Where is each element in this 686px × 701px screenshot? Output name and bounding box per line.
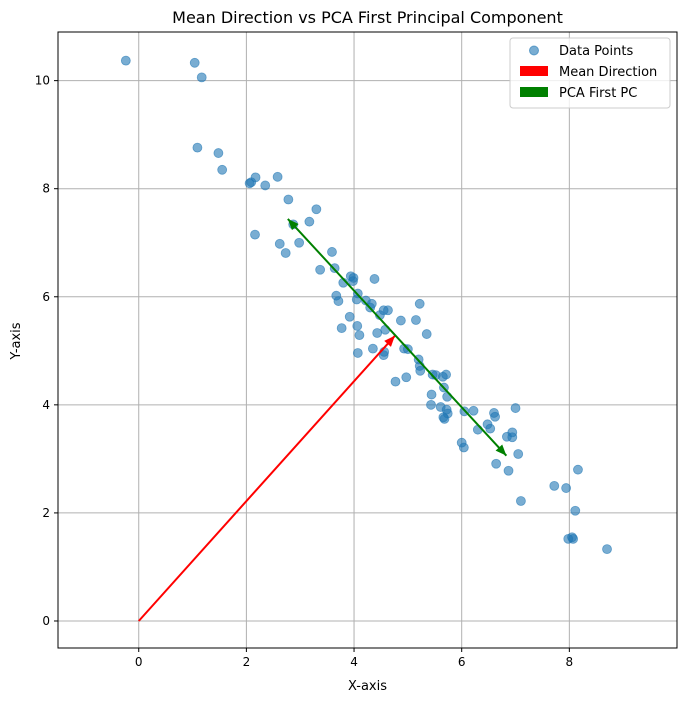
data-point [217, 164, 228, 175]
y-tick-label: 8 [42, 182, 50, 196]
data-point [378, 350, 389, 361]
legend-label-pca: PCA First PC [559, 86, 637, 101]
data-point [458, 442, 469, 453]
data-point [439, 413, 450, 424]
data-point [327, 247, 337, 257]
data-point [280, 248, 291, 258]
data-point [311, 204, 322, 215]
pca-first-pc-arrow [287, 218, 508, 457]
data-point [602, 544, 612, 555]
y-tick-label: 6 [42, 290, 50, 304]
data-point [336, 323, 347, 334]
data-point [490, 411, 500, 422]
data-point [395, 315, 406, 326]
data-point [426, 389, 437, 400]
data-point [390, 376, 401, 387]
data-point [573, 464, 583, 475]
data-point [120, 55, 131, 66]
data-point [472, 424, 483, 435]
data-point [570, 505, 581, 516]
legend-label-mean-direction: Mean Direction [559, 65, 657, 80]
data-point [189, 57, 200, 68]
data-point [352, 321, 363, 331]
y-tick-label: 0 [42, 614, 50, 628]
x-tick-label: 6 [458, 655, 466, 669]
data-point [283, 194, 294, 205]
legend-box [509, 37, 671, 109]
data-point [485, 423, 496, 434]
legend-swatch-pca [520, 87, 548, 97]
legend: Data Points Mean Direction PCA First PC [509, 37, 671, 109]
data-point [441, 369, 451, 380]
data-point [315, 264, 326, 275]
data-point [192, 142, 203, 153]
data-point [213, 148, 224, 158]
data-point [369, 274, 380, 284]
data-point [549, 480, 560, 491]
data-point [516, 496, 526, 506]
axis-ticks: 0 2 4 6 8 0 2 4 6 8 10 [35, 74, 573, 669]
data-point [272, 171, 283, 182]
data-point [513, 449, 524, 459]
data-point [414, 298, 425, 309]
data-point [507, 432, 518, 443]
mean-direction-arrowhead [384, 335, 395, 347]
data-point [426, 399, 436, 410]
data-point [260, 180, 271, 191]
data-point [372, 328, 383, 338]
data-point [352, 348, 363, 358]
x-tick-label: 0 [135, 655, 143, 669]
legend-swatch-mean-direction [520, 66, 548, 76]
data-point [354, 330, 365, 341]
data-point [383, 305, 393, 316]
data-point [415, 365, 426, 376]
data-point [196, 72, 207, 83]
vectors [137, 218, 508, 622]
data-point [567, 532, 577, 543]
y-tick-label: 4 [42, 398, 50, 412]
y-axis-label: Y-axis [9, 322, 24, 360]
x-tick-label: 4 [350, 655, 358, 669]
pca-arrowhead-upper [287, 218, 299, 231]
data-point [333, 296, 344, 306]
mean-direction-arrow [137, 335, 396, 622]
data-point [250, 172, 261, 183]
plot-frame [57, 31, 678, 649]
data-point [344, 311, 355, 322]
data-point [561, 483, 572, 493]
y-tick-label: 2 [42, 506, 50, 520]
legend-label-data-points: Data Points [559, 44, 633, 59]
data-point [411, 315, 421, 325]
y-tick-label: 10 [35, 74, 50, 88]
pca-arrowhead-lower [495, 444, 507, 456]
data-point [401, 372, 412, 383]
data-point [274, 238, 285, 249]
data-point [503, 465, 514, 476]
x-tick-label: 2 [243, 655, 251, 669]
chart-title: Mean Direction vs PCA First Principal Co… [172, 8, 563, 27]
data-point [250, 229, 260, 240]
data-point [421, 329, 432, 339]
x-axis-label: X-axis [348, 679, 387, 694]
data-point [468, 405, 479, 416]
data-point [294, 237, 305, 248]
data-point [304, 216, 315, 227]
data-point [491, 458, 502, 469]
data-point [348, 276, 358, 287]
legend-swatch-data-points [529, 45, 539, 56]
data-point [510, 403, 521, 413]
data-point [367, 343, 378, 354]
x-tick-label: 8 [566, 655, 574, 669]
